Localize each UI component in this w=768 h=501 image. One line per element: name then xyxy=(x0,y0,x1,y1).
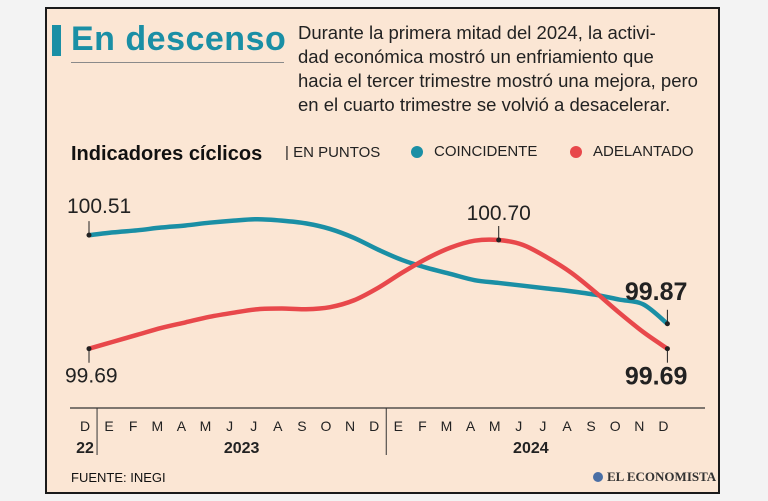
description-line: dad económica mostró un enfriamiento que xyxy=(298,46,654,67)
x-tick-label: S xyxy=(297,418,306,434)
x-tick-label: O xyxy=(321,418,332,434)
annotation-label: 99.87 xyxy=(625,278,688,306)
x-tick-label: O xyxy=(610,418,621,434)
source-note: FUENTE: INEGI xyxy=(71,470,166,485)
annotation-label: 99.69 xyxy=(625,363,688,391)
annotation-dot xyxy=(86,346,92,352)
x-tick-label: E xyxy=(104,418,113,434)
x-tick-label: A xyxy=(273,418,283,434)
x-tick-label: M xyxy=(441,418,453,434)
x-tick-label: D xyxy=(658,418,668,434)
x-tick-label: N xyxy=(345,418,355,434)
brand-logo-icon xyxy=(593,472,603,482)
annotation-dot xyxy=(496,237,502,243)
year-label: 2023 xyxy=(224,440,260,457)
chart-unit: | EN PUNTOS xyxy=(285,144,381,161)
x-tick-label: J xyxy=(539,418,546,434)
legend-dot-coincidente xyxy=(411,145,423,158)
legend-label-coincidente: COINCIDENTE xyxy=(434,143,538,160)
x-tick-label: A xyxy=(466,418,476,434)
year-label: 2024 xyxy=(513,440,549,457)
x-tick-label: D xyxy=(369,418,379,434)
x-tick-label: J xyxy=(226,418,233,434)
x-tick-label: A xyxy=(562,418,572,434)
description-line: Durante la primera mitad del 2024, la ac… xyxy=(298,22,656,43)
x-tick-label: F xyxy=(418,418,427,434)
x-tick-label: J xyxy=(250,418,257,434)
x-tick-label: J xyxy=(515,418,522,434)
annotation-label: 99.69 xyxy=(65,365,118,388)
legend-item-coincidente: COINCIDENTE xyxy=(411,143,537,160)
annotation-dot xyxy=(86,232,92,238)
description-line: hacia el tercer trimestre mostró una mej… xyxy=(298,70,698,91)
description-line: en el cuarto trimestre se volvió a desac… xyxy=(298,94,671,115)
x-tick-label: M xyxy=(489,418,501,434)
chart-title: Indicadores cíclicos xyxy=(71,143,263,165)
annotation-dot xyxy=(664,321,670,327)
series-line-coincidente xyxy=(86,216,670,327)
legend-label-adelantado: ADELANTADO xyxy=(593,143,694,160)
x-tick-label: N xyxy=(634,418,644,434)
annotation-label: 100.70 xyxy=(467,202,531,225)
x-tick-label: M xyxy=(151,418,163,434)
title-accent-bar xyxy=(52,25,61,56)
legend-dot-adelantado xyxy=(570,145,582,158)
year-label: 22 xyxy=(76,440,94,457)
legend-item-adelantado: ADELANTADO xyxy=(570,143,694,160)
brand-name: EL ECONOMISTA xyxy=(607,469,717,484)
title-underline xyxy=(71,62,284,63)
annotation-dot xyxy=(664,346,670,352)
series-line-adelantado xyxy=(86,237,670,351)
x-tick-label: D xyxy=(80,418,90,434)
description: Durante la primera mitad del 2024, la ac… xyxy=(298,21,708,117)
x-tick-label: A xyxy=(177,418,187,434)
x-tick-label: S xyxy=(586,418,595,434)
x-tick-label: F xyxy=(129,418,138,434)
x-tick-label: E xyxy=(394,418,403,434)
page-title: En descenso xyxy=(71,20,287,58)
brand-logo: EL ECONOMISTA xyxy=(593,469,716,485)
x-tick-label: M xyxy=(200,418,212,434)
annotation-label: 100.51 xyxy=(67,195,131,218)
chart-card: En descenso Durante la primera mitad del… xyxy=(45,7,720,494)
